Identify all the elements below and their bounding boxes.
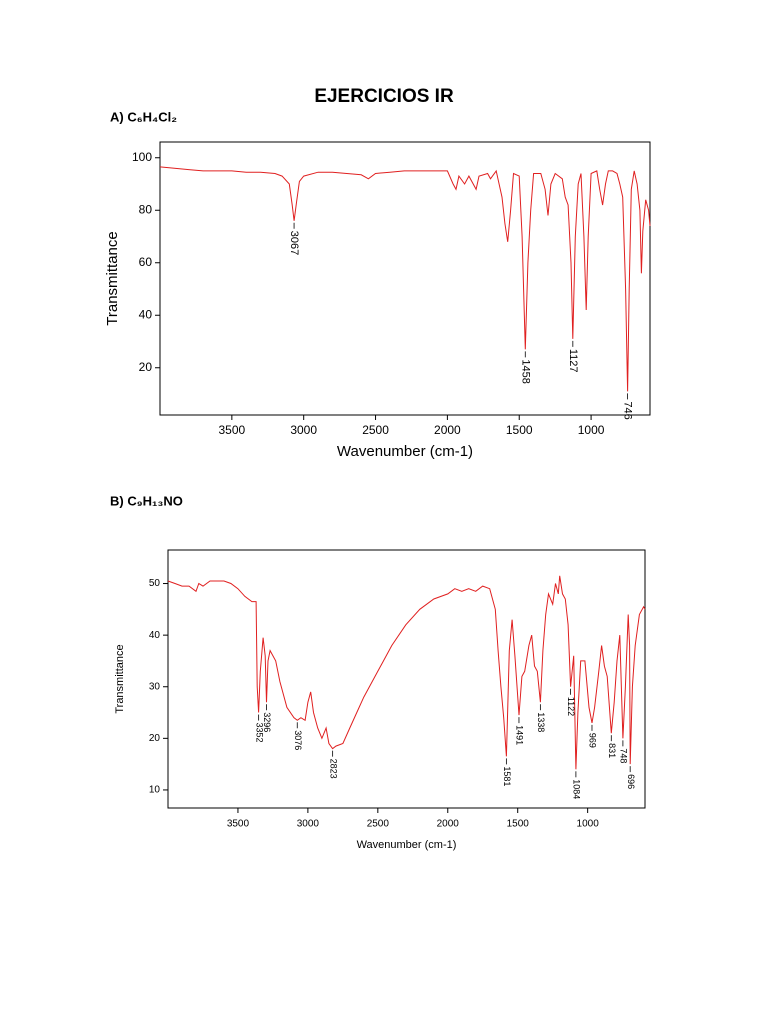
x-axis-label: Wavenumber (cm-1)	[357, 839, 457, 851]
y-tick-label: 20	[139, 360, 153, 374]
peak-label: 2823	[328, 759, 338, 779]
y-tick-label: 40	[149, 630, 161, 641]
x-tick-label: 3500	[218, 423, 245, 437]
peak-label: 748	[619, 748, 629, 763]
peak-label: 3076	[293, 730, 303, 750]
peak-label: 3352	[254, 723, 264, 743]
peak-label: 1084	[572, 779, 582, 799]
peak-label: 1122	[566, 697, 576, 716]
x-tick-label: 1500	[507, 819, 530, 830]
y-axis-label: Transmittance	[114, 644, 126, 713]
x-tick-label: 3000	[290, 423, 317, 437]
plot-frame	[167, 549, 646, 809]
x-tick-label: 2500	[367, 819, 390, 830]
peak-label: 1338	[536, 712, 546, 732]
y-axis-label: Transmittance	[104, 231, 121, 325]
peak-label: 831	[607, 743, 617, 758]
y-tick-label: 80	[139, 202, 153, 216]
spectrum-line	[159, 166, 651, 392]
x-tick-label: 1000	[577, 819, 600, 830]
page-title: EJERCICIOS IR	[314, 86, 454, 107]
y-tick-label: 30	[149, 681, 161, 692]
x-tick-label: 1500	[506, 423, 533, 437]
chart-heading: B) C₉H₁₃NO	[110, 493, 183, 508]
peak-label: 1581	[502, 766, 512, 786]
spectrum-line	[167, 575, 646, 770]
plot-frame	[159, 141, 651, 416]
x-tick-label: 3500	[227, 819, 250, 830]
x-tick-label: 2000	[434, 423, 461, 437]
y-tick-label: 100	[132, 150, 152, 164]
y-tick-label: 20	[149, 733, 161, 744]
y-tick-label: 50	[149, 578, 161, 589]
peak-label: 1491	[515, 725, 525, 745]
y-tick-label: 40	[139, 307, 153, 321]
x-tick-label: 2000	[437, 819, 460, 830]
peak-label: 3067	[288, 231, 300, 255]
peak-label: 746	[622, 401, 634, 419]
y-tick-label: 10	[149, 785, 161, 796]
peak-label: 3296	[262, 712, 272, 732]
x-tick-label: 1000	[578, 423, 605, 437]
peak-label: 696	[626, 774, 636, 789]
chart-heading: A) C₆H₄Cl₂	[110, 109, 177, 124]
y-tick-label: 60	[139, 255, 153, 269]
peak-label: 1458	[519, 359, 531, 383]
peak-label: 969	[588, 733, 598, 748]
x-axis-label: Wavenumber (cm-1)	[337, 443, 473, 460]
peak-label: 1127	[567, 349, 579, 373]
x-tick-label: 2500	[362, 423, 389, 437]
x-tick-label: 3000	[297, 819, 320, 830]
